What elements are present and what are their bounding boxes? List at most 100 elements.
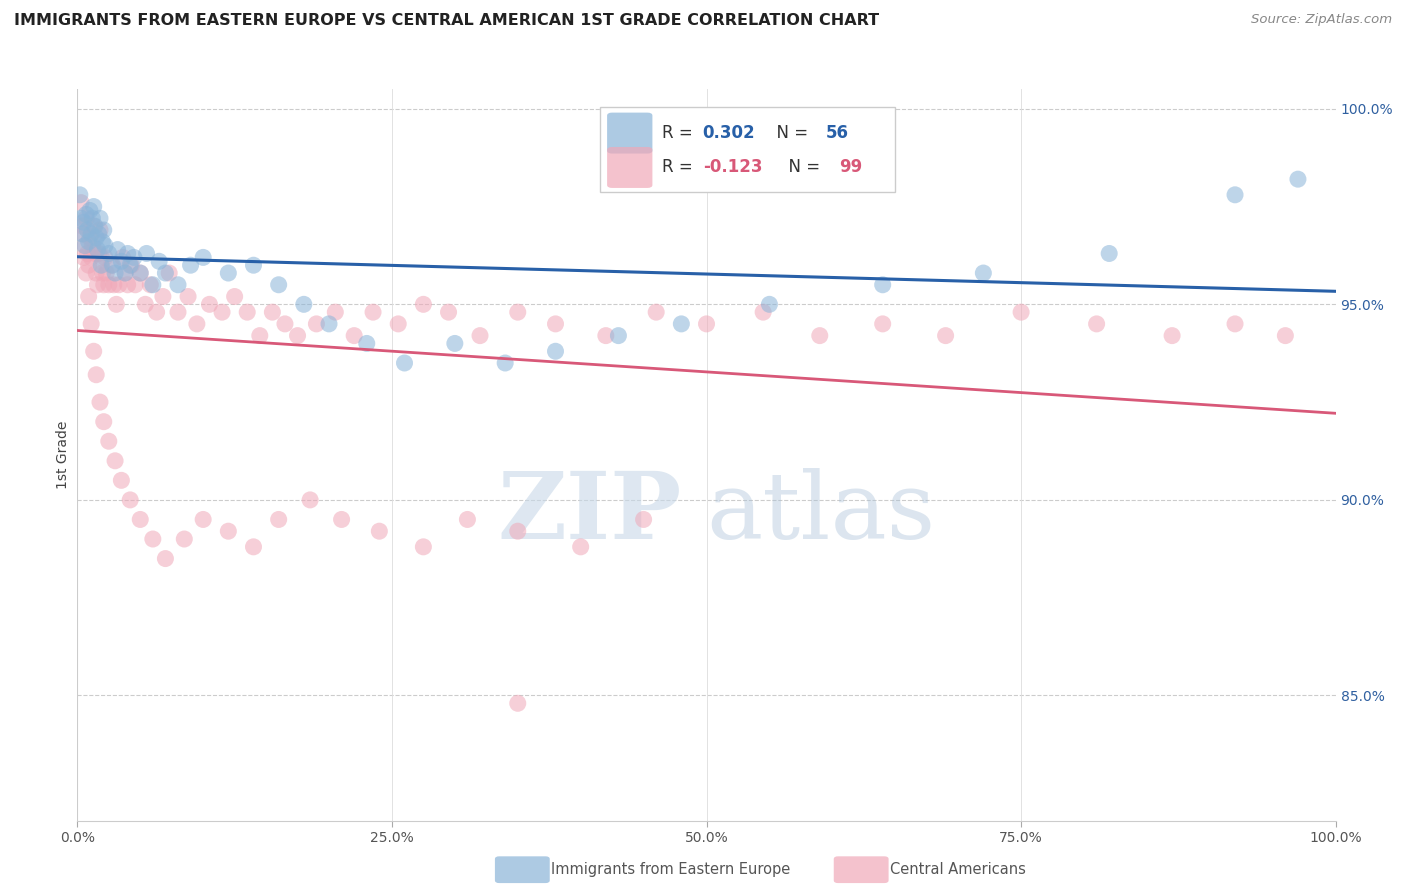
- Point: [94, 238, 117, 252]
- Point: [872, 317, 894, 331]
- Point: [224, 289, 246, 303]
- Point: [242, 540, 264, 554]
- Point: [305, 317, 328, 331]
- Point: [120, 258, 142, 272]
- Point: [368, 524, 391, 539]
- Point: [808, 328, 831, 343]
- Point: [142, 532, 165, 546]
- Text: ZIP: ZIP: [498, 468, 682, 558]
- Point: [93, 223, 115, 237]
- Point: [318, 317, 340, 331]
- Point: [696, 317, 718, 331]
- Point: [752, 305, 775, 319]
- Point: [72, 251, 94, 265]
- Point: [87, 246, 110, 260]
- Point: [139, 277, 162, 292]
- Point: [72, 215, 94, 229]
- Point: [456, 512, 478, 526]
- Text: 0.302: 0.302: [703, 124, 755, 142]
- Point: [236, 305, 259, 319]
- Point: [76, 223, 98, 237]
- Point: [356, 336, 378, 351]
- Point: [437, 305, 460, 319]
- Point: [872, 277, 894, 292]
- Point: [173, 532, 195, 546]
- Point: [91, 266, 114, 280]
- Point: [186, 317, 208, 331]
- Point: [70, 211, 93, 226]
- Point: [79, 203, 101, 218]
- Point: [287, 328, 309, 343]
- Point: [76, 246, 98, 260]
- Point: [129, 512, 152, 526]
- Point: [89, 223, 111, 237]
- Point: [91, 235, 114, 249]
- Point: [155, 551, 177, 566]
- Point: [394, 356, 416, 370]
- Point: [177, 289, 200, 303]
- Point: [134, 297, 156, 311]
- Point: [412, 297, 434, 311]
- Point: [105, 297, 128, 311]
- Point: [114, 266, 136, 280]
- Text: 99: 99: [838, 159, 862, 177]
- Point: [124, 277, 146, 292]
- Point: [1085, 317, 1108, 331]
- Text: atlas: atlas: [707, 468, 936, 558]
- Point: [110, 474, 132, 488]
- Text: -0.123: -0.123: [703, 159, 762, 177]
- Point: [84, 266, 107, 280]
- Point: [82, 211, 104, 226]
- Text: 56: 56: [827, 124, 849, 142]
- Text: N =: N =: [766, 124, 813, 142]
- Point: [191, 251, 215, 265]
- Point: [506, 305, 529, 319]
- Point: [111, 251, 134, 265]
- Point: [73, 238, 96, 252]
- Point: [595, 328, 617, 343]
- Point: [117, 277, 139, 292]
- Point: [80, 317, 103, 331]
- Point: [77, 258, 100, 272]
- Point: [75, 211, 97, 226]
- Point: [75, 207, 97, 221]
- Point: [217, 524, 239, 539]
- Point: [167, 277, 190, 292]
- Point: [671, 317, 693, 331]
- Point: [444, 336, 467, 351]
- Point: [122, 251, 145, 265]
- FancyBboxPatch shape: [607, 147, 652, 188]
- Point: [70, 195, 93, 210]
- Point: [544, 317, 567, 331]
- Point: [83, 344, 105, 359]
- Point: [89, 211, 111, 226]
- Point: [267, 512, 290, 526]
- Point: [468, 328, 491, 343]
- Point: [1223, 317, 1246, 331]
- Point: [1223, 187, 1246, 202]
- Point: [93, 277, 115, 292]
- Point: [75, 266, 97, 280]
- Point: [935, 328, 957, 343]
- Text: Source: ZipAtlas.com: Source: ZipAtlas.com: [1251, 13, 1392, 27]
- Point: [84, 368, 107, 382]
- Point: [97, 277, 120, 292]
- Point: [1286, 172, 1309, 186]
- Point: [72, 227, 94, 241]
- Point: [242, 258, 264, 272]
- Point: [73, 238, 96, 252]
- Point: [758, 297, 780, 311]
- Point: [191, 512, 215, 526]
- Point: [633, 512, 655, 526]
- Point: [1098, 246, 1121, 260]
- Point: [387, 317, 409, 331]
- Point: [1274, 328, 1296, 343]
- FancyBboxPatch shape: [607, 112, 652, 153]
- Y-axis label: 1st Grade: 1st Grade: [56, 421, 70, 489]
- Point: [506, 524, 529, 539]
- FancyBboxPatch shape: [599, 108, 896, 192]
- Point: [267, 277, 290, 292]
- Point: [72, 227, 94, 241]
- Point: [87, 227, 110, 241]
- Point: [972, 266, 994, 280]
